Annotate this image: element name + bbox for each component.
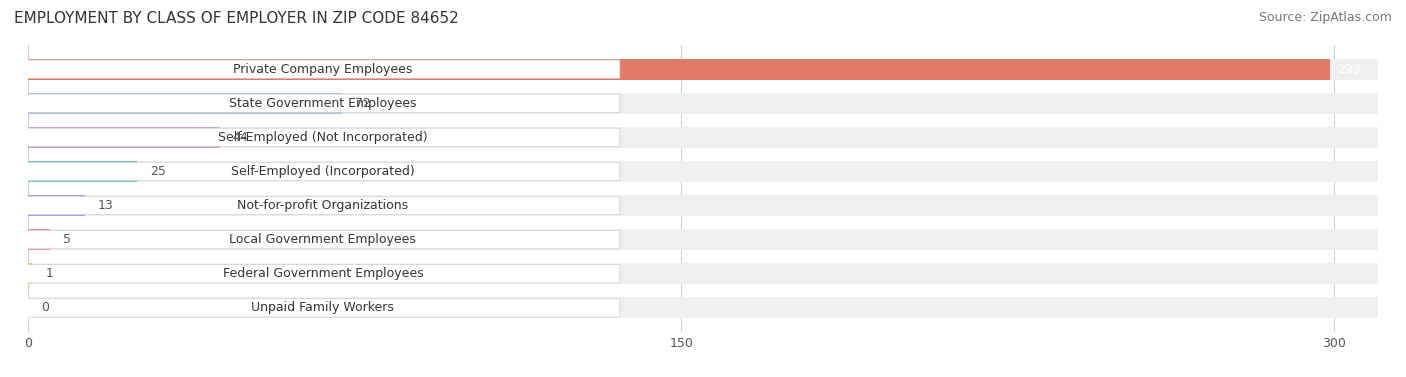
Text: 0: 0	[41, 301, 49, 314]
Bar	[28, 93, 342, 114]
Text: 13: 13	[98, 199, 114, 212]
Bar	[28, 195, 1378, 216]
Text: Self-Employed (Incorporated): Self-Employed (Incorporated)	[231, 165, 415, 178]
Bar	[28, 161, 1378, 182]
Text: 72: 72	[354, 97, 371, 110]
Bar	[28, 229, 1378, 250]
Bar	[28, 195, 84, 216]
Text: 44: 44	[233, 131, 249, 144]
FancyBboxPatch shape	[25, 60, 620, 78]
Text: 5: 5	[63, 233, 70, 246]
FancyBboxPatch shape	[25, 265, 620, 283]
FancyBboxPatch shape	[25, 230, 620, 249]
Text: Local Government Employees: Local Government Employees	[229, 233, 416, 246]
Text: Unpaid Family Workers: Unpaid Family Workers	[252, 301, 394, 314]
FancyBboxPatch shape	[25, 299, 620, 317]
Text: State Government Employees: State Government Employees	[229, 97, 416, 110]
Bar	[28, 58, 1378, 80]
Text: Private Company Employees: Private Company Employees	[233, 63, 412, 76]
Text: 299: 299	[1337, 63, 1361, 76]
FancyBboxPatch shape	[25, 128, 620, 147]
Bar	[28, 297, 1378, 319]
Text: 25: 25	[150, 165, 166, 178]
Bar	[28, 93, 1378, 114]
Bar	[28, 58, 1330, 80]
FancyBboxPatch shape	[25, 162, 620, 181]
Bar	[28, 161, 136, 182]
Text: Source: ZipAtlas.com: Source: ZipAtlas.com	[1258, 11, 1392, 24]
Bar	[28, 127, 219, 148]
FancyBboxPatch shape	[25, 94, 620, 112]
Bar	[28, 127, 1378, 148]
Bar	[28, 263, 32, 284]
Text: Not-for-profit Organizations: Not-for-profit Organizations	[238, 199, 409, 212]
Text: EMPLOYMENT BY CLASS OF EMPLOYER IN ZIP CODE 84652: EMPLOYMENT BY CLASS OF EMPLOYER IN ZIP C…	[14, 11, 458, 26]
Text: Self-Employed (Not Incorporated): Self-Employed (Not Incorporated)	[218, 131, 427, 144]
Text: Federal Government Employees: Federal Government Employees	[222, 267, 423, 280]
FancyBboxPatch shape	[25, 196, 620, 215]
Bar	[28, 229, 49, 250]
Text: 1: 1	[45, 267, 53, 280]
Bar	[28, 263, 1378, 284]
